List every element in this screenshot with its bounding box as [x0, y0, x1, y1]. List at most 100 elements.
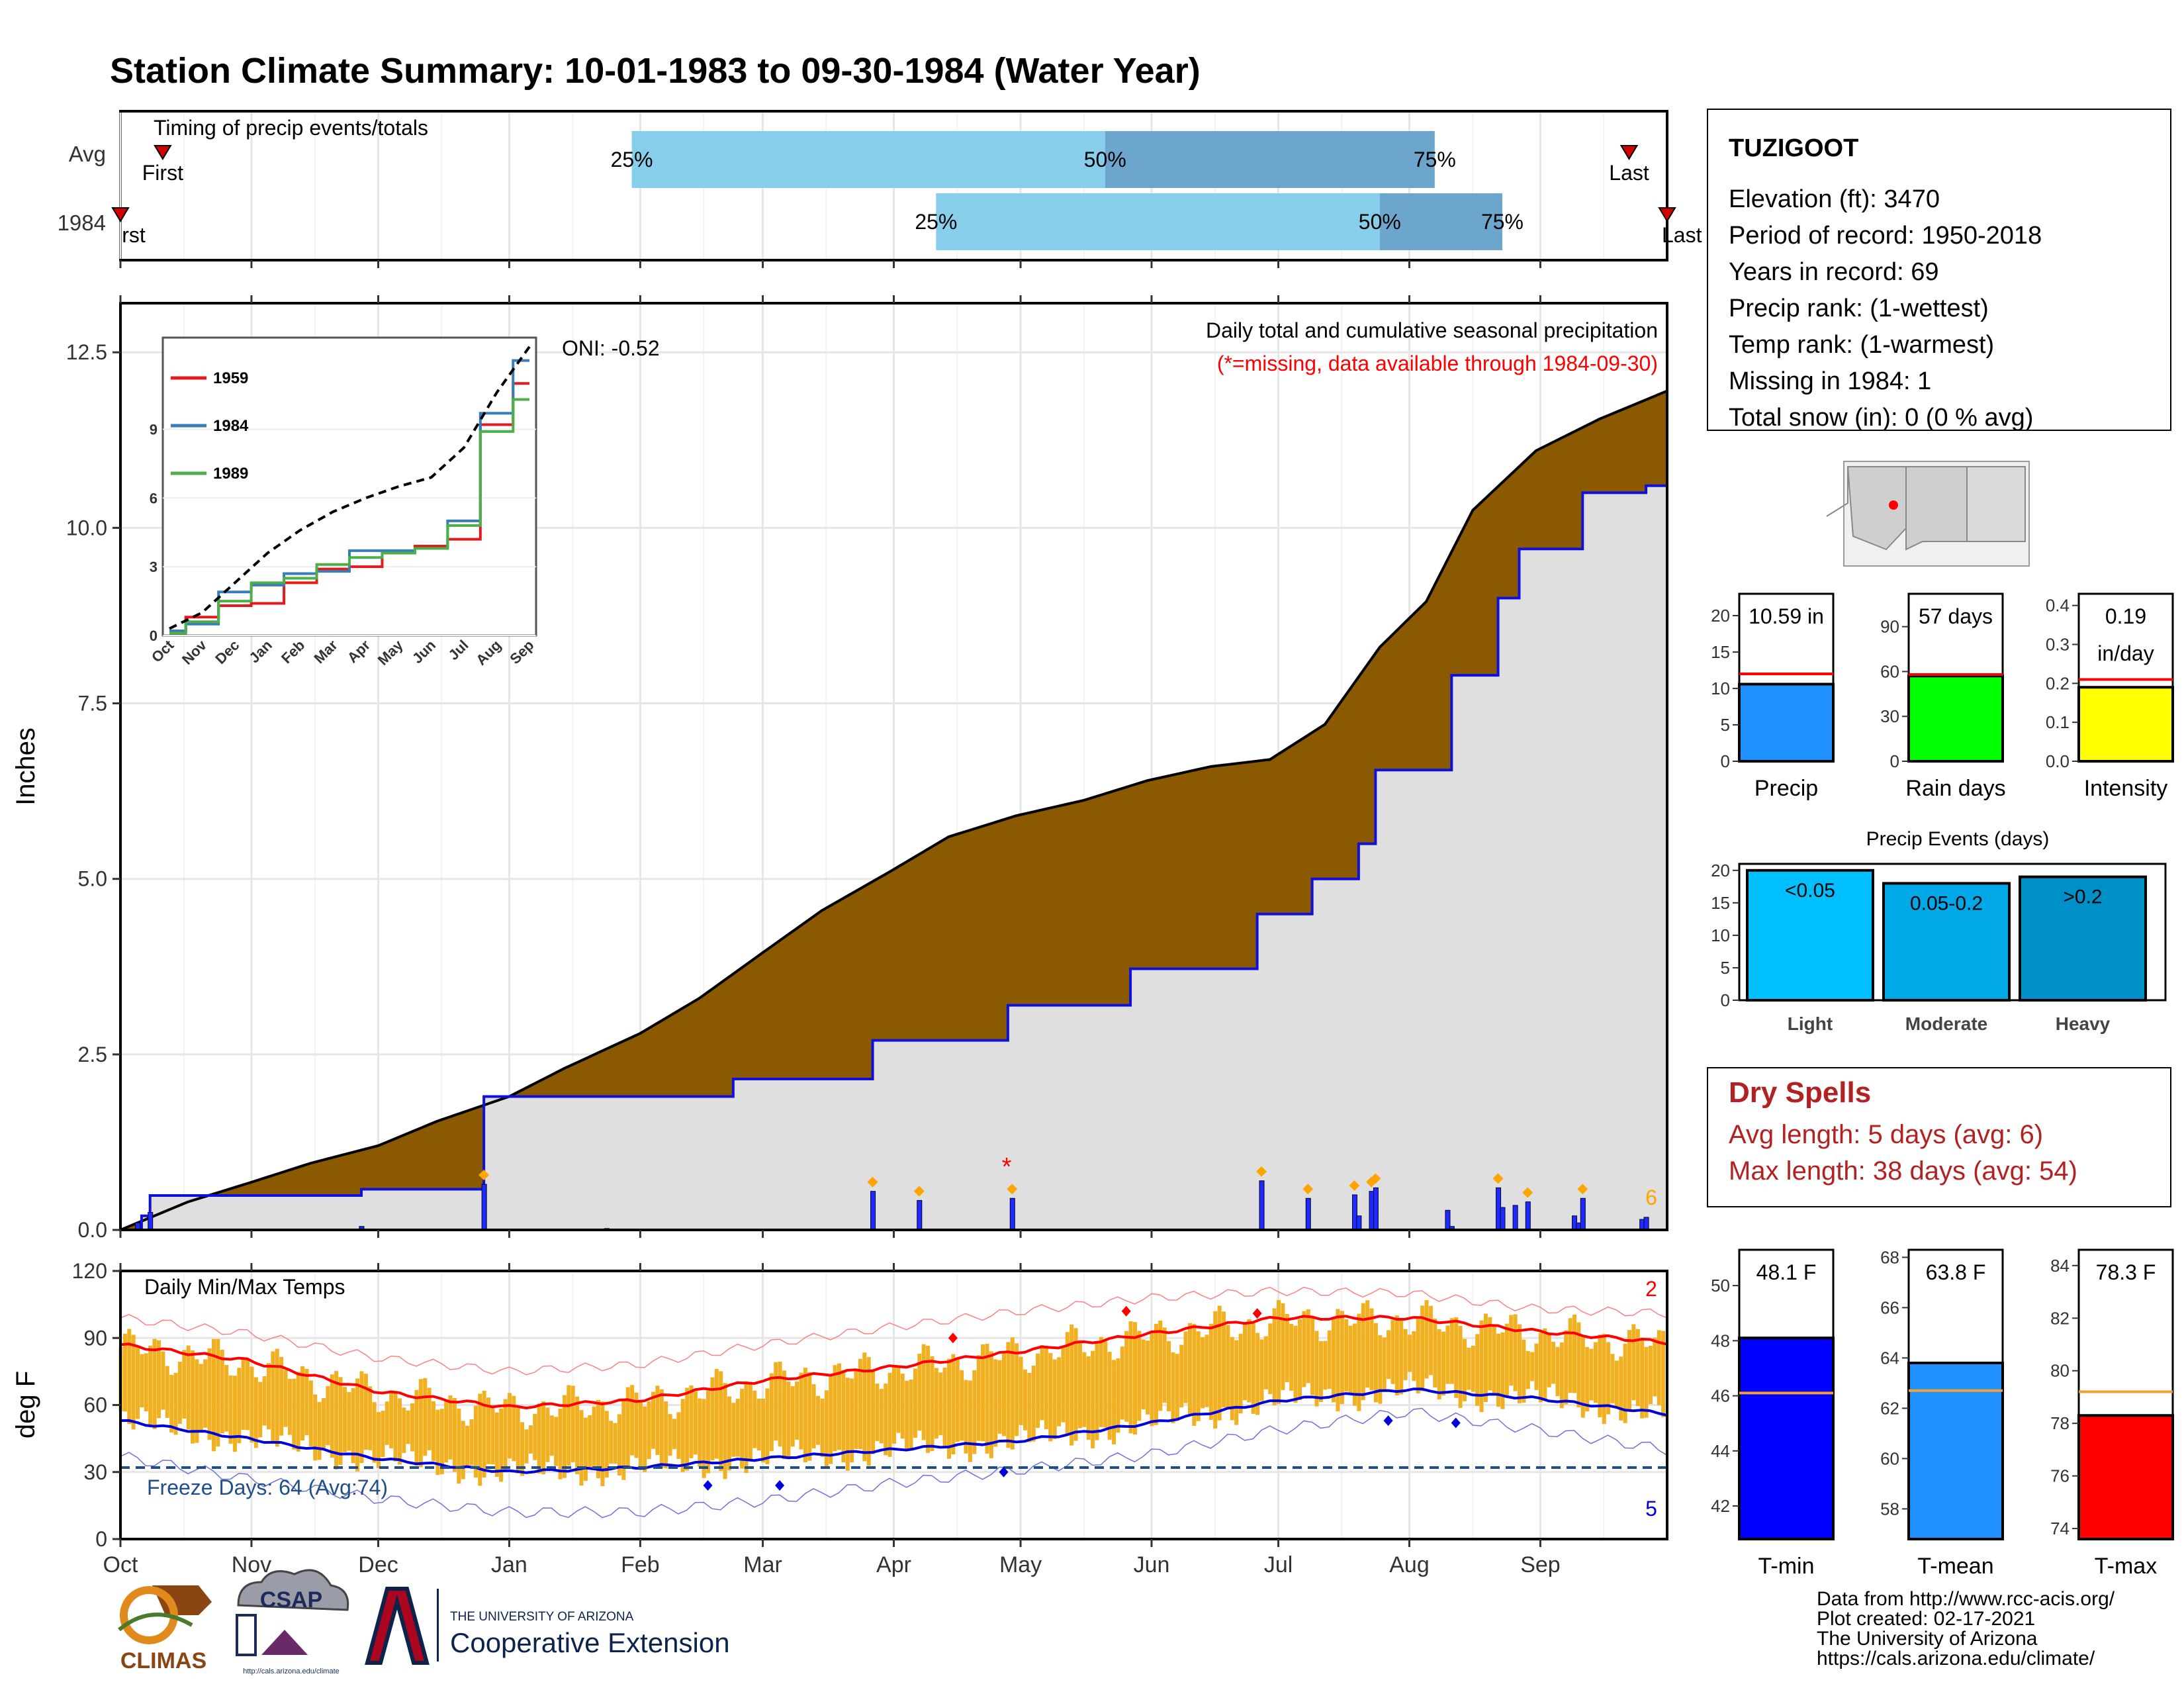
map-state-arizona — [1846, 466, 1907, 551]
daily-temp-bar — [993, 1359, 998, 1447]
record-high-marker — [948, 1333, 958, 1344]
daily-temp-bar — [347, 1391, 351, 1451]
daily-temp-bar — [917, 1354, 922, 1431]
page-title: Station Climate Summary: 10-01-1983 to 0… — [110, 51, 1201, 91]
daily-precip-bar — [1512, 1205, 1518, 1231]
daily-temp-bar — [1534, 1343, 1539, 1390]
daily-temp-bar — [241, 1359, 246, 1430]
ua-divider — [437, 1589, 439, 1662]
daily-temp-bar — [1623, 1343, 1627, 1423]
csap-logo: CSAP http://cals.arizona.edu/climate — [236, 1569, 349, 1675]
events-y-tick-label: 5 — [1721, 958, 1730, 978]
daily-temp-bar — [1065, 1332, 1069, 1434]
extreme-precip-marker — [913, 1186, 925, 1197]
timing-label-50: 50% — [1084, 148, 1126, 171]
daily-temp-bar — [731, 1403, 736, 1457]
daily-temp-bar — [786, 1382, 791, 1460]
daily-temp-bar — [693, 1391, 698, 1455]
events-bar-label: 0.05-0.2 — [1910, 892, 1983, 914]
daily-temp-bar — [579, 1410, 584, 1486]
daily-temp-bar — [702, 1399, 706, 1478]
daily-temp-bar — [1069, 1324, 1074, 1446]
daily-temp-bar — [173, 1372, 178, 1435]
station-name: TUZIGOOT — [1729, 134, 1858, 162]
small-bar-y-tick-label: 90 — [1880, 617, 1899, 637]
daily-temp-bar — [972, 1370, 977, 1454]
daily-temp-bar — [1640, 1339, 1645, 1419]
timing-panel: 25% 50% 75% First Last 25% 50% 75% rst Last Timin… — [58, 110, 1702, 261]
temp-y-tick-label: 90 — [83, 1326, 107, 1350]
daily-temp-bar — [1238, 1333, 1243, 1414]
daily-temp-bar — [600, 1401, 605, 1487]
daily-temp-bar — [253, 1377, 258, 1448]
inset-series-line-avg — [169, 346, 531, 630]
daily-temp-bar — [271, 1351, 275, 1443]
daily-temp-bar — [570, 1385, 575, 1462]
daily-temp-bar — [326, 1385, 330, 1446]
daily-temp-bar — [435, 1409, 440, 1476]
daily-temp-bar — [414, 1389, 419, 1466]
daily-temp-bar — [342, 1387, 347, 1452]
daily-temp-bar — [537, 1403, 541, 1474]
record-low-marker — [1451, 1417, 1461, 1429]
daily-temp-bar — [1631, 1324, 1636, 1401]
daily-temp-bar — [1158, 1320, 1163, 1411]
daily-precip-bar — [1373, 1187, 1379, 1231]
small-bar-y-tick-label: 74 — [2050, 1519, 2070, 1538]
daily-temp-bar — [1201, 1336, 1205, 1409]
small-bar-y-tick-label: 66 — [1880, 1297, 1899, 1317]
daily-temp-bar — [266, 1363, 271, 1430]
daily-precip-bar — [481, 1184, 487, 1231]
daily-temp-bar — [1390, 1320, 1395, 1384]
month-label: Nov — [232, 1552, 271, 1577]
daily-temp-bar — [1408, 1335, 1412, 1372]
daily-temp-bar — [871, 1370, 876, 1454]
daily-temp-bar — [1433, 1318, 1437, 1387]
daily-temp-bar — [1314, 1331, 1319, 1407]
inset-y-tick-label: 6 — [150, 490, 158, 506]
daily-temp-bar — [520, 1422, 525, 1476]
small-bar-y-tick-label: 82 — [2050, 1308, 2070, 1328]
small-bar-y-tick-label: 60 — [1880, 1448, 1899, 1468]
timing-last-label: Last — [1662, 223, 1702, 247]
daily-temp-bar — [279, 1357, 284, 1436]
daily-temp-bar — [1424, 1300, 1429, 1379]
daily-temp-bar — [930, 1356, 934, 1452]
daily-temp-bar — [410, 1403, 415, 1452]
daily-temp-bar — [1416, 1319, 1420, 1393]
oni-label: ONI: -0.52 — [562, 336, 660, 360]
daily-temp-bar — [558, 1408, 563, 1479]
precip-caption: Daily total and cumulative seasonal prec… — [1206, 318, 1658, 342]
daily-temp-bar — [689, 1385, 694, 1458]
daily-temp-bar — [829, 1376, 833, 1464]
daily-temp-bar — [136, 1346, 140, 1419]
csap-mountain — [261, 1630, 308, 1655]
daily-temp-bar — [283, 1370, 288, 1427]
daily-temp-bar — [359, 1371, 364, 1464]
daily-temp-bar — [1302, 1311, 1306, 1387]
events-category-label: Heavy — [2056, 1013, 2111, 1034]
daily-temp-bar — [1251, 1323, 1255, 1414]
daily-temp-bar — [1019, 1356, 1023, 1425]
daily-temp-bar — [938, 1372, 943, 1435]
info-temp-rank: Temp rank: (1-warmest) — [1729, 331, 1994, 359]
daily-temp-bar — [1263, 1336, 1268, 1389]
daily-temp-bar — [127, 1329, 132, 1425]
dry-spells-title: Dry Spells — [1729, 1076, 1871, 1109]
events-bar — [2019, 875, 2147, 1002]
daily-temp-bar — [1475, 1334, 1480, 1406]
small-bar-category-label: T-min — [1758, 1554, 1815, 1579]
daily-temp-bar — [879, 1389, 884, 1444]
daily-temp-bar — [816, 1395, 821, 1445]
small-bar-y-tick-label: 10 — [1711, 679, 1730, 698]
daily-temp-bar — [1179, 1344, 1184, 1407]
dry-spells-frame — [1707, 1067, 2171, 1207]
small-bar-category-label: T-max — [2095, 1554, 2157, 1579]
daily-temp-bar — [1162, 1327, 1167, 1403]
small-bar-y-tick-label: 0.0 — [2046, 751, 2070, 771]
daily-temp-bar — [1589, 1348, 1594, 1401]
inset-y-tick-label: 3 — [150, 559, 158, 575]
daily-temp-bar — [774, 1362, 778, 1441]
daily-temp-bar — [516, 1408, 520, 1474]
